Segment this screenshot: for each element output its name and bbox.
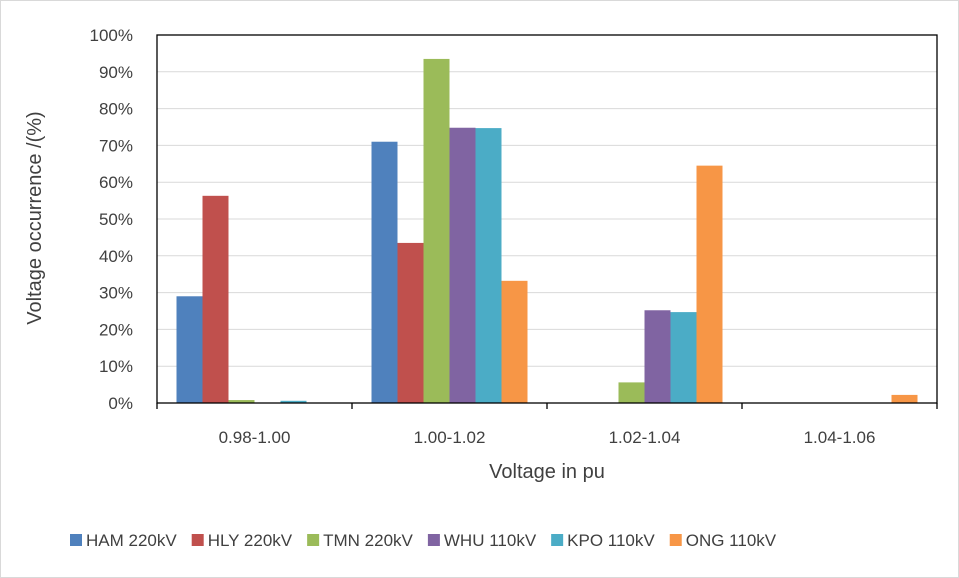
legend-label: TMN 220kV — [323, 531, 413, 550]
axes — [156, 34, 938, 409]
legend-label: KPO 110kV — [567, 531, 655, 550]
bar — [228, 400, 255, 403]
y-tick-label: 80% — [99, 100, 133, 119]
bar — [644, 310, 671, 403]
y-tick-label: 30% — [99, 284, 133, 303]
y-tick-label: 0% — [108, 394, 133, 413]
x-tick-labels: 0.98-1.00 1.00-1.02 1.02-1.04 1.04-1.06 — [219, 428, 876, 447]
legend-swatch — [551, 534, 564, 546]
legend-label: HAM 220kV — [86, 531, 177, 550]
legend-label: WHU 110kV — [444, 531, 537, 550]
bar — [449, 127, 476, 404]
bar — [670, 312, 697, 403]
gridlines — [157, 34, 937, 367]
legend-swatch — [669, 534, 682, 546]
y-tick-label: 40% — [99, 247, 133, 266]
bar — [202, 195, 229, 403]
bar — [696, 165, 723, 403]
x-tick-label: 0.98-1.00 — [219, 428, 291, 447]
bar — [891, 394, 918, 403]
legend-item: WHU 110kV — [427, 531, 537, 550]
bar — [371, 141, 398, 403]
legend-item: KPO 110kV — [551, 531, 655, 550]
bar — [397, 242, 424, 403]
legend-item: HLY 220kV — [191, 531, 293, 550]
bars — [176, 58, 918, 404]
bar — [501, 280, 528, 403]
x-tick-label: 1.00-1.02 — [414, 428, 486, 447]
bar — [423, 58, 450, 404]
legend-label: ONG 110kV — [686, 531, 777, 550]
legend-item: TMN 220kV — [307, 531, 414, 550]
bar — [176, 296, 203, 403]
bar — [280, 400, 307, 403]
legend-item: ONG 110kV — [669, 531, 777, 550]
legend-label: HLY 220kV — [208, 531, 293, 550]
y-tick-label: 70% — [99, 136, 133, 155]
legend-swatch — [191, 534, 204, 546]
legend-swatch — [70, 534, 82, 546]
bar — [618, 382, 645, 403]
y-tick-label: 20% — [99, 320, 133, 339]
legend-swatch — [307, 534, 320, 546]
y-tick-label: 100% — [90, 26, 133, 45]
legend: HAM 220kV HLY 220kV TMN 220kV WHU 110kV KPO … — [70, 531, 777, 550]
x-axis-title: Voltage in pu — [489, 461, 605, 483]
x-tick-label: 1.02-1.04 — [609, 428, 681, 447]
x-tick-label: 1.04-1.06 — [804, 428, 876, 447]
y-tick-label: 50% — [99, 210, 133, 229]
y-axis-title: Voltage occurrence /(%) — [24, 111, 46, 324]
y-tick-labels: 0% 10% 20% 30% 40% 50% 60% 70% 80% 90% 100% — [90, 26, 133, 413]
legend-swatch — [427, 534, 440, 546]
y-tick-label: 10% — [99, 357, 133, 376]
bar — [475, 128, 502, 403]
y-tick-label: 90% — [99, 63, 133, 82]
y-tick-label: 60% — [99, 173, 133, 192]
legend-item: HAM 220kV — [70, 531, 177, 550]
